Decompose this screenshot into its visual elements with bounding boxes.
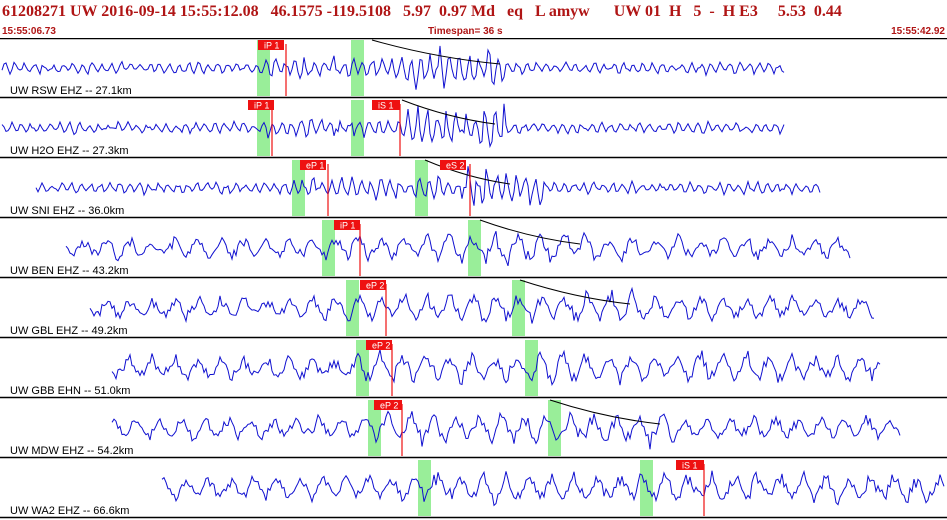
station-label: UW BEN EHZ -- 43.2km [10, 265, 129, 277]
travel-time-curve [424, 159, 511, 185]
event-title: 61208271 UW 2016-09-14 15:55:12.08 46.15… [2, 3, 842, 20]
travel-time-curve [479, 219, 581, 245]
station-label: UW WA2 EHZ -- 66.6km [10, 505, 129, 517]
waveform [89, 286, 875, 324]
pick-label: iP 1 [264, 41, 279, 51]
travel-time-curve [519, 279, 631, 305]
pick-label: eS 2 [446, 161, 465, 171]
station-label: UW RSW EHZ -- 27.1km [10, 85, 132, 97]
waveform [111, 349, 881, 386]
seismogram-panel[interactable]: iP 1 UW RSW EHZ -- 27.1km iP 1 iS 1 UW H2O E… [0, 38, 947, 520]
pick-label: iP 1 [340, 221, 355, 231]
arrival-window [640, 460, 653, 516]
station-label: UW GBL EHZ -- 49.2km [10, 325, 128, 337]
pick-flag[interactable] [372, 100, 400, 110]
arrival-window [322, 220, 335, 276]
arrival-window [418, 460, 431, 516]
start-time: 15:55:06.73 [2, 26, 56, 37]
waveform [1, 103, 785, 149]
station-label: UW H2O EHZ -- 27.3km [10, 145, 129, 157]
pick-label: eP 2 [372, 341, 390, 351]
trace-row[interactable]: iP 1 iS 1 UW H2O EHZ -- 27.3km [0, 99, 947, 159]
pick-flag[interactable] [248, 100, 274, 110]
waveform [1, 45, 785, 90]
pick-flag[interactable] [360, 280, 386, 290]
arrival-window [346, 280, 359, 336]
travel-time-curve [549, 399, 661, 425]
trace-row[interactable]: iP 1 UW RSW EHZ -- 27.1km [0, 39, 947, 99]
arrival-window [468, 220, 481, 276]
travel-time-curve [371, 39, 501, 65]
pick-flag[interactable] [300, 160, 326, 170]
arrival-window [356, 340, 369, 396]
travel-time-curve [401, 99, 496, 125]
pick-label: eP 2 [366, 281, 384, 291]
pick-flag[interactable] [374, 400, 402, 410]
arrival-window [548, 400, 561, 456]
trace-row[interactable]: eP 1 eS 2 UW SNI EHZ -- 36.0km [0, 159, 947, 219]
pick-label: eP 1 [306, 161, 324, 171]
arrival-window [292, 160, 305, 216]
timespan: Timespan= 36 s [428, 26, 503, 37]
pick-label: iS 1 [682, 461, 698, 471]
trace-row[interactable]: eP 2 UW MDW EHZ -- 54.2km [0, 399, 947, 459]
waveform [35, 166, 821, 206]
arrival-window [512, 280, 525, 336]
pick-flag[interactable] [676, 460, 704, 470]
arrival-window [525, 340, 538, 396]
pick-label: iS 1 [378, 101, 394, 111]
arrival-window [351, 100, 364, 156]
pick-label: eP 2 [380, 401, 398, 411]
station-label: UW MDW EHZ -- 54.2km [10, 445, 133, 457]
arrival-window [415, 160, 428, 216]
trace-row[interactable]: eP 2 UW GBL EHZ -- 49.2km [0, 279, 947, 339]
header: 61208271 UW 2016-09-14 15:55:12.08 46.15… [0, 0, 947, 26]
arrival-window [351, 40, 364, 96]
end-time: 15:55:42.92 [891, 26, 945, 37]
pick-flag[interactable] [440, 160, 466, 170]
trace-row[interactable]: eP 2 UW GBB EHN -- 51.0km [0, 340, 947, 399]
pick-flag[interactable] [258, 40, 284, 50]
waveform [65, 231, 851, 267]
pick-flag[interactable] [334, 220, 360, 230]
trace-row[interactable]: iS 1 UW WA2 EHZ -- 66.6km [0, 460, 947, 519]
arrival-window [368, 400, 381, 456]
waveform [161, 469, 945, 507]
arrival-window [257, 100, 270, 156]
pick-label: iP 1 [254, 101, 269, 111]
station-label: UW GBB EHN -- 51.0km [10, 385, 130, 397]
pick-flag[interactable] [366, 340, 392, 350]
trace-row[interactable]: iP 1 UW BEN EHZ -- 43.2km [0, 219, 947, 279]
waveform [111, 410, 901, 450]
station-label: UW SNI EHZ -- 36.0km [10, 205, 124, 217]
